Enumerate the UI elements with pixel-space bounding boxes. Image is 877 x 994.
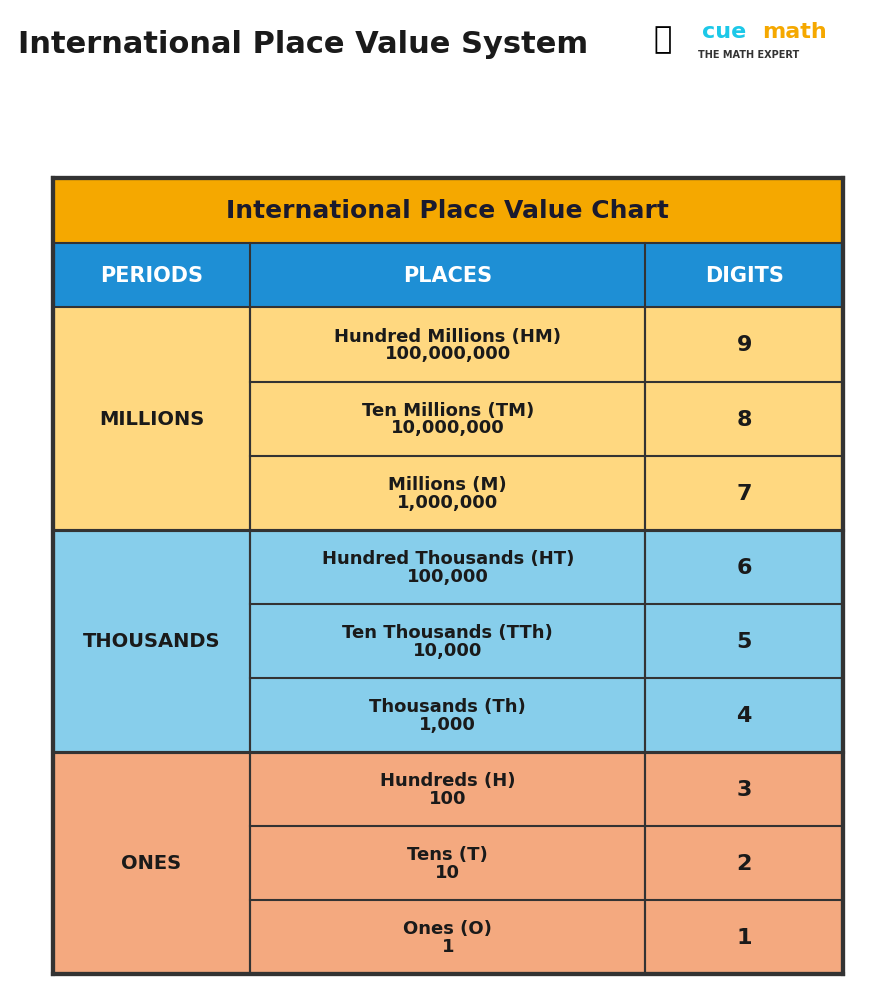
Text: 8: 8	[736, 410, 751, 429]
Text: PLACES: PLACES	[403, 265, 492, 286]
FancyBboxPatch shape	[250, 752, 645, 826]
Text: 1,000,000: 1,000,000	[396, 493, 498, 511]
Text: MILLIONS: MILLIONS	[99, 410, 203, 428]
FancyBboxPatch shape	[645, 308, 842, 382]
Text: Ten Millions (TM): Ten Millions (TM)	[361, 402, 533, 419]
FancyBboxPatch shape	[53, 901, 250, 974]
FancyBboxPatch shape	[53, 604, 250, 678]
Text: THE MATH EXPERT: THE MATH EXPERT	[697, 50, 798, 60]
Text: Ten Thousands (TTh): Ten Thousands (TTh)	[342, 623, 553, 641]
FancyBboxPatch shape	[53, 308, 250, 382]
Text: Ones (O): Ones (O)	[403, 919, 492, 937]
FancyBboxPatch shape	[250, 382, 645, 456]
FancyBboxPatch shape	[250, 901, 645, 974]
FancyBboxPatch shape	[53, 752, 250, 826]
FancyBboxPatch shape	[645, 382, 842, 456]
FancyBboxPatch shape	[53, 456, 250, 530]
Text: 100: 100	[429, 789, 466, 807]
Text: International Place Value System: International Place Value System	[18, 30, 587, 60]
Text: 100,000,000: 100,000,000	[384, 345, 510, 363]
Text: cue: cue	[702, 22, 745, 42]
Text: 10,000,000: 10,000,000	[390, 419, 504, 437]
FancyBboxPatch shape	[645, 678, 842, 752]
Text: 10,000: 10,000	[412, 641, 482, 659]
FancyBboxPatch shape	[53, 244, 842, 308]
Text: 4: 4	[736, 705, 751, 725]
Text: Thousands (Th): Thousands (Th)	[369, 697, 525, 716]
FancyBboxPatch shape	[645, 530, 842, 604]
Text: 100,000: 100,000	[406, 567, 488, 585]
Text: THOUSANDS: THOUSANDS	[82, 631, 220, 651]
FancyBboxPatch shape	[250, 456, 645, 530]
Text: Tens (T): Tens (T)	[407, 845, 488, 863]
FancyBboxPatch shape	[645, 826, 842, 901]
Text: International Place Value Chart: International Place Value Chart	[226, 199, 668, 224]
Text: 2: 2	[736, 853, 751, 873]
FancyBboxPatch shape	[250, 826, 645, 901]
FancyBboxPatch shape	[645, 901, 842, 974]
FancyBboxPatch shape	[53, 530, 250, 604]
Text: Hundred Thousands (HT): Hundred Thousands (HT)	[321, 550, 574, 568]
FancyBboxPatch shape	[645, 752, 842, 826]
Text: 5: 5	[736, 631, 751, 651]
Text: Hundreds (H): Hundreds (H)	[380, 771, 515, 789]
Text: math: math	[761, 22, 826, 42]
FancyBboxPatch shape	[250, 308, 645, 382]
FancyBboxPatch shape	[53, 382, 250, 456]
Text: 1: 1	[441, 937, 453, 955]
FancyBboxPatch shape	[53, 179, 842, 244]
Text: 1,000: 1,000	[419, 715, 475, 733]
Text: 9: 9	[736, 335, 751, 355]
Text: Hundred Millions (HM): Hundred Millions (HM)	[334, 327, 560, 345]
Text: 🚀: 🚀	[653, 25, 671, 55]
Text: 3: 3	[736, 779, 751, 799]
FancyBboxPatch shape	[53, 678, 250, 752]
Text: 6: 6	[736, 558, 751, 578]
FancyBboxPatch shape	[53, 826, 250, 901]
Text: 7: 7	[736, 483, 751, 503]
Text: DIGITS: DIGITS	[704, 265, 782, 286]
Text: PERIODS: PERIODS	[100, 265, 203, 286]
FancyBboxPatch shape	[250, 678, 645, 752]
Text: Millions (M): Millions (M)	[388, 475, 507, 493]
Text: ONES: ONES	[121, 854, 182, 873]
FancyBboxPatch shape	[645, 456, 842, 530]
FancyBboxPatch shape	[250, 604, 645, 678]
Text: 10: 10	[435, 863, 460, 881]
Text: 1: 1	[736, 927, 751, 947]
FancyBboxPatch shape	[645, 604, 842, 678]
FancyBboxPatch shape	[250, 530, 645, 604]
